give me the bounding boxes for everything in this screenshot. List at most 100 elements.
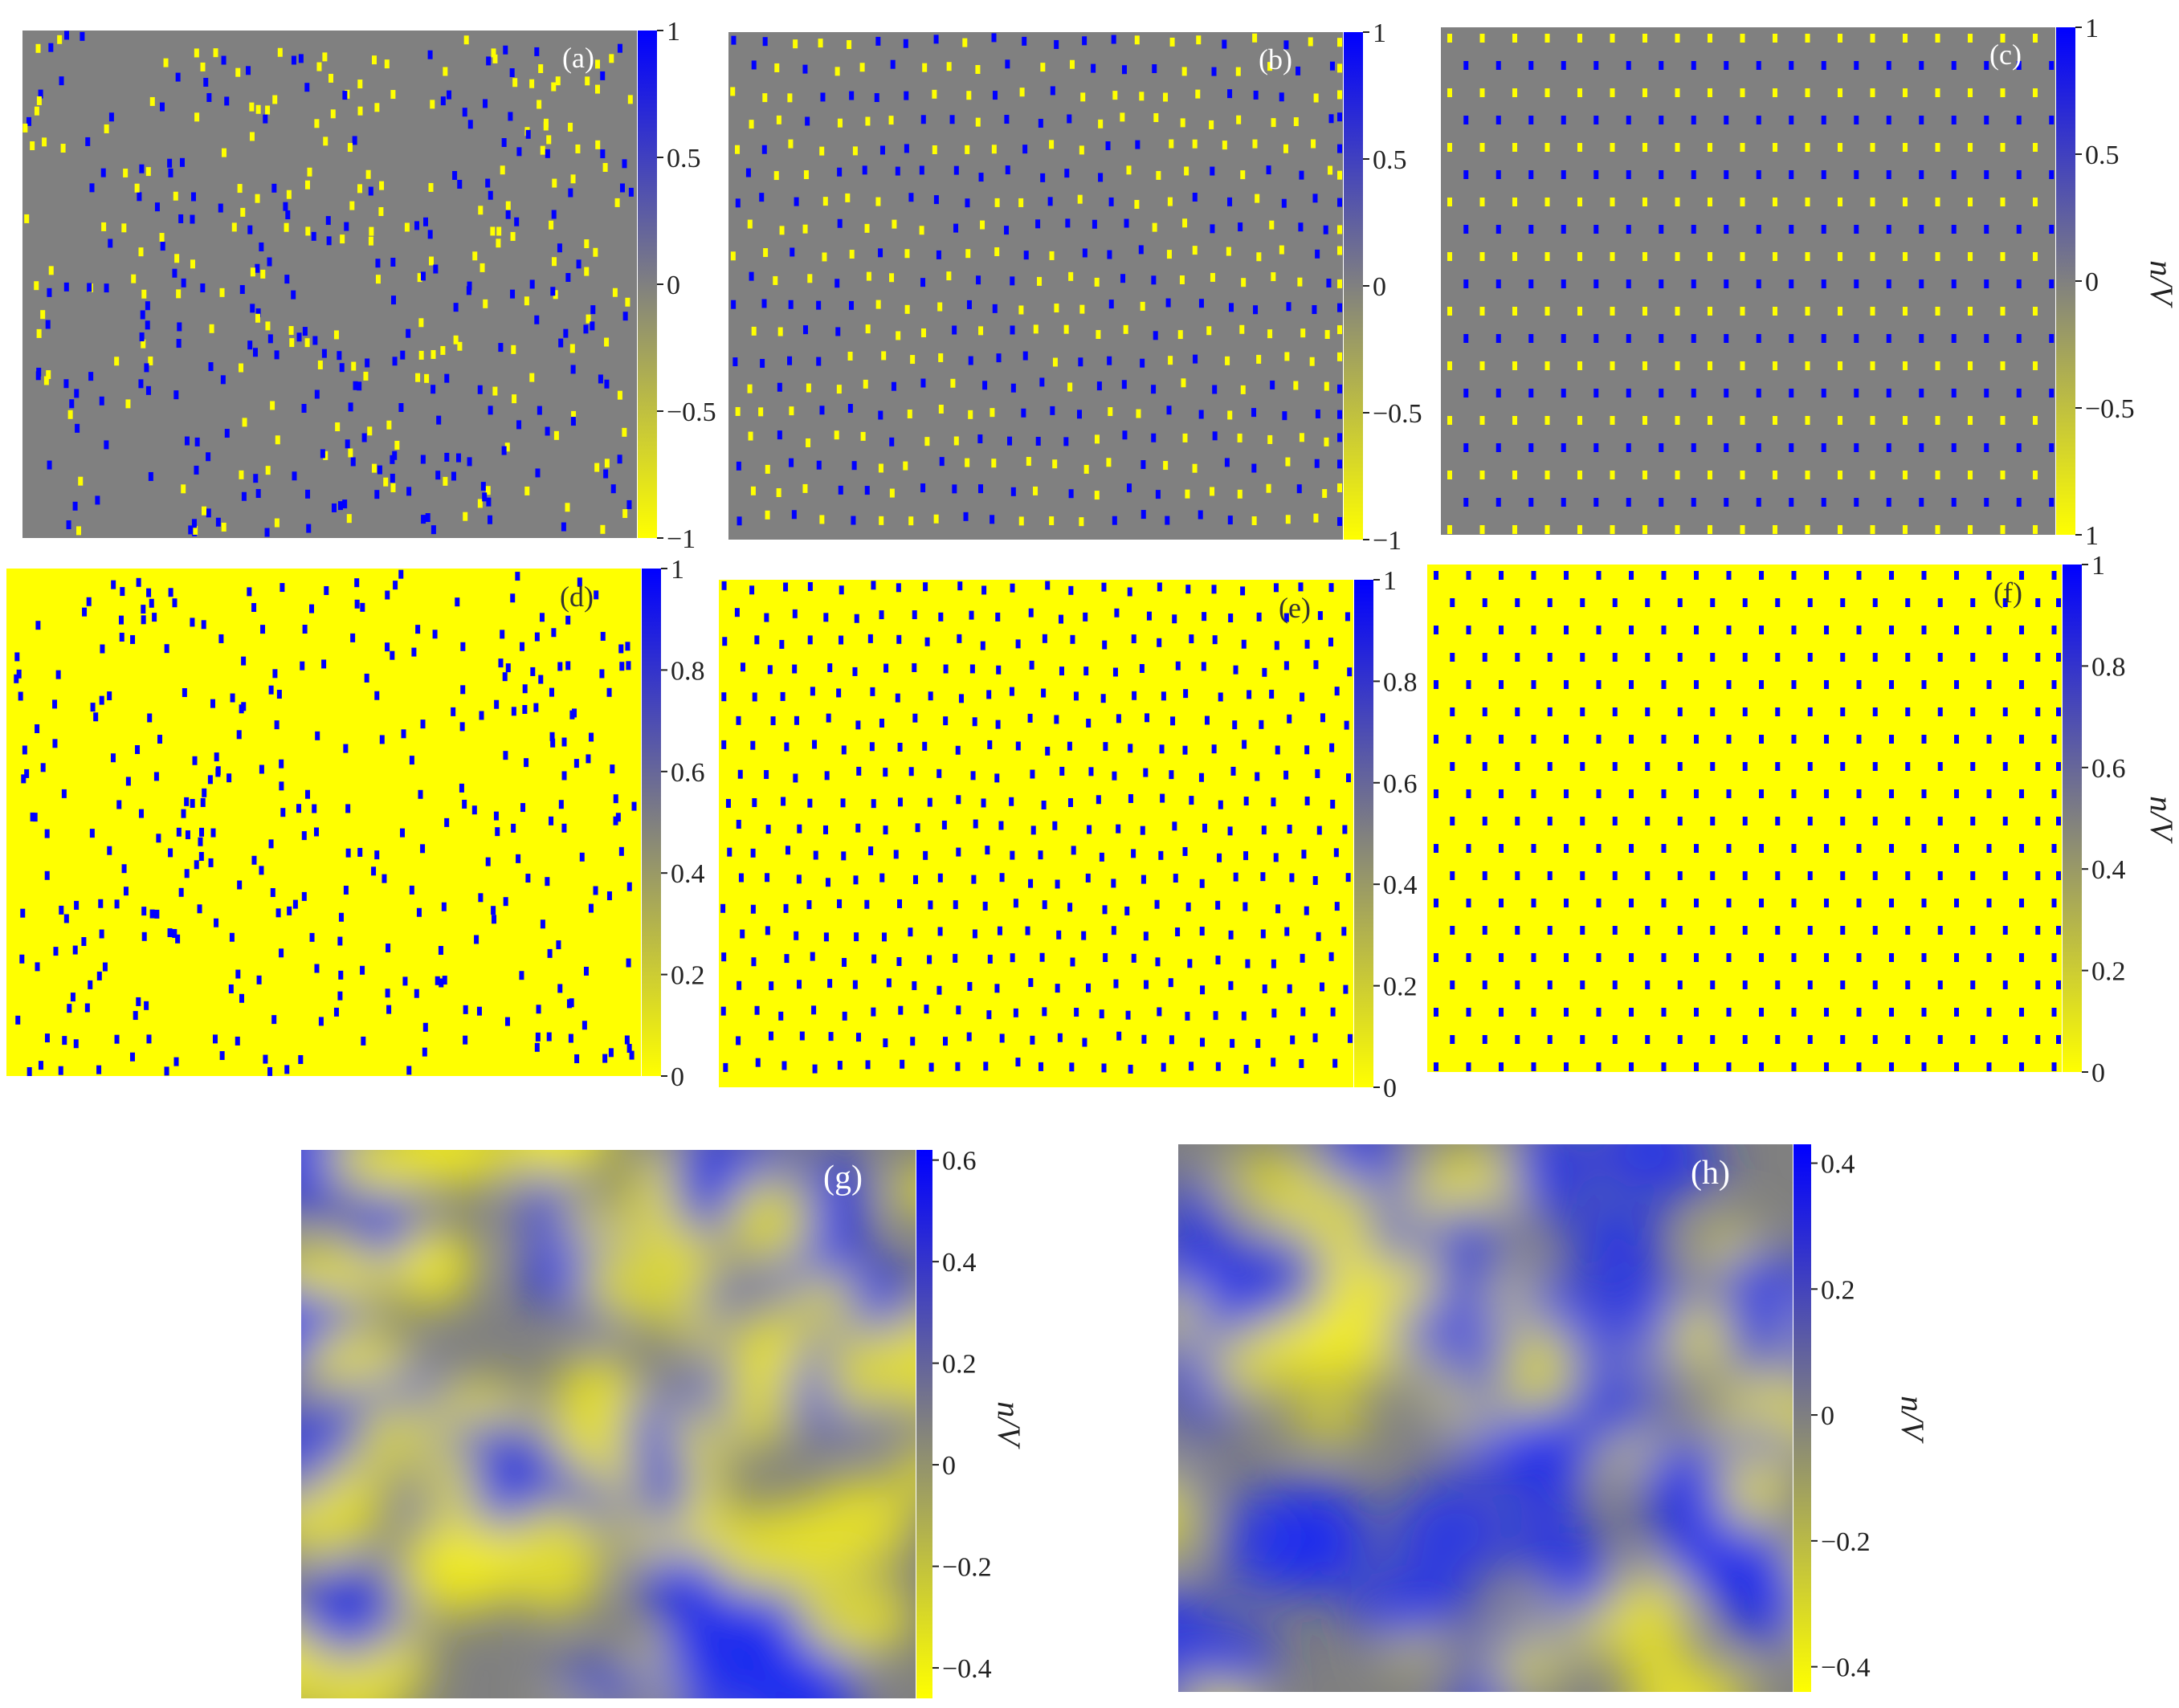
lattice-marker bbox=[374, 490, 380, 499]
lattice-marker bbox=[827, 663, 833, 673]
colorbar-tick-label: −0.5 bbox=[2085, 394, 2135, 424]
lattice-marker bbox=[1049, 251, 1055, 260]
lattice-marker bbox=[200, 62, 206, 71]
lattice-marker bbox=[1564, 844, 1569, 853]
lattice-marker bbox=[524, 486, 530, 495]
lattice-marker bbox=[953, 223, 959, 233]
lattice-marker bbox=[463, 35, 469, 45]
lattice-marker bbox=[1531, 735, 1536, 744]
lattice-marker bbox=[1499, 626, 1504, 634]
lattice-marker bbox=[1271, 118, 1276, 128]
lattice-marker bbox=[1561, 389, 1566, 397]
lattice-marker bbox=[493, 811, 499, 821]
lattice-marker bbox=[581, 1021, 587, 1030]
lattice-marker bbox=[259, 242, 264, 251]
lattice-marker bbox=[485, 178, 491, 188]
lattice-marker bbox=[114, 1034, 120, 1044]
lattice-marker bbox=[1531, 626, 1536, 634]
colorbar-ticks-f: 10.80.60.40.20 bbox=[2082, 551, 2126, 1088]
lattice-marker bbox=[1886, 225, 1891, 234]
lattice-marker bbox=[414, 221, 420, 230]
lattice-marker bbox=[141, 615, 146, 625]
lattice-marker bbox=[855, 1033, 861, 1042]
lattice-marker bbox=[46, 370, 51, 380]
lattice-marker bbox=[761, 299, 767, 308]
lattice-marker bbox=[164, 644, 169, 654]
lattice-marker bbox=[1840, 926, 1846, 935]
lattice-marker bbox=[326, 236, 332, 246]
lattice-marker bbox=[1088, 767, 1094, 777]
lattice-marker bbox=[1103, 742, 1108, 752]
lattice-marker bbox=[1626, 334, 1631, 343]
lattice-marker bbox=[337, 936, 343, 946]
lattice-marker bbox=[398, 403, 404, 413]
lattice-marker bbox=[398, 569, 404, 579]
lattice-marker bbox=[928, 900, 933, 910]
lattice-marker bbox=[1447, 143, 1452, 152]
lattice-marker bbox=[1512, 525, 1517, 534]
lattice-marker bbox=[1227, 410, 1233, 420]
lattice-marker bbox=[1434, 680, 1438, 689]
lattice-marker bbox=[525, 129, 531, 139]
colorbar-tick-label: 1 bbox=[667, 17, 680, 47]
lattice-marker bbox=[971, 874, 977, 884]
lattice-marker bbox=[1577, 34, 1582, 43]
lattice-marker bbox=[34, 281, 39, 291]
lattice-marker bbox=[201, 620, 206, 630]
lattice-marker bbox=[1659, 225, 1664, 234]
colorbar-tick-label: 0 bbox=[667, 271, 680, 300]
field-blob bbox=[1716, 1246, 1793, 1324]
lattice-marker bbox=[737, 516, 742, 526]
lattice-marker bbox=[300, 661, 305, 671]
lattice-marker bbox=[1694, 1062, 1699, 1071]
lattice-marker bbox=[1870, 525, 1875, 534]
lattice-marker bbox=[2049, 443, 2055, 452]
lattice-marker bbox=[1954, 626, 1959, 634]
lattice-marker bbox=[1479, 361, 1485, 370]
lattice-marker bbox=[235, 969, 241, 979]
lattice-marker bbox=[1661, 844, 1667, 853]
lattice-marker bbox=[1198, 510, 1203, 520]
lattice-marker bbox=[203, 77, 209, 87]
lattice-marker bbox=[131, 274, 137, 283]
lattice-marker bbox=[1108, 300, 1114, 309]
lattice-marker bbox=[402, 976, 408, 986]
lattice-marker bbox=[919, 165, 924, 175]
lattice-marker bbox=[272, 669, 278, 679]
lattice-marker bbox=[2000, 471, 2006, 479]
lattice-marker bbox=[409, 756, 414, 765]
lattice-marker bbox=[1322, 489, 1328, 499]
lattice-marker bbox=[777, 327, 783, 336]
lattice-marker bbox=[1677, 871, 1683, 880]
lattice-marker bbox=[1528, 61, 1534, 70]
lattice-marker bbox=[1872, 598, 1878, 607]
lattice-marker bbox=[573, 759, 579, 768]
lattice-marker bbox=[198, 837, 203, 846]
lattice-marker bbox=[1479, 525, 1485, 534]
field-blob bbox=[545, 1662, 669, 1698]
lattice-marker bbox=[98, 899, 104, 908]
lattice-marker bbox=[38, 89, 43, 99]
lattice-marker bbox=[1033, 486, 1038, 495]
lattice-marker bbox=[1125, 1010, 1131, 1020]
lattice-marker bbox=[107, 846, 112, 855]
lattice-marker bbox=[807, 635, 813, 645]
lattice-marker bbox=[330, 109, 336, 119]
lattice-marker bbox=[1499, 789, 1504, 798]
colorbar-tick-label: −0.2 bbox=[1821, 1527, 1871, 1557]
lattice-marker bbox=[1756, 334, 1761, 343]
lattice-marker bbox=[1271, 1009, 1277, 1018]
lattice-marker bbox=[312, 336, 318, 345]
lattice-marker bbox=[318, 1017, 324, 1026]
lattice-marker bbox=[385, 590, 390, 600]
lattice-marker bbox=[320, 449, 325, 459]
lattice-marker bbox=[1610, 307, 1615, 316]
lattice-marker bbox=[936, 768, 942, 778]
lattice-marker bbox=[1870, 34, 1875, 43]
lattice-marker bbox=[994, 773, 1000, 783]
lattice-marker bbox=[1921, 1062, 1927, 1071]
lattice-marker bbox=[754, 635, 760, 645]
lattice-marker bbox=[1610, 88, 1615, 97]
lattice-marker bbox=[164, 1066, 169, 1076]
lattice-marker bbox=[1183, 689, 1189, 699]
